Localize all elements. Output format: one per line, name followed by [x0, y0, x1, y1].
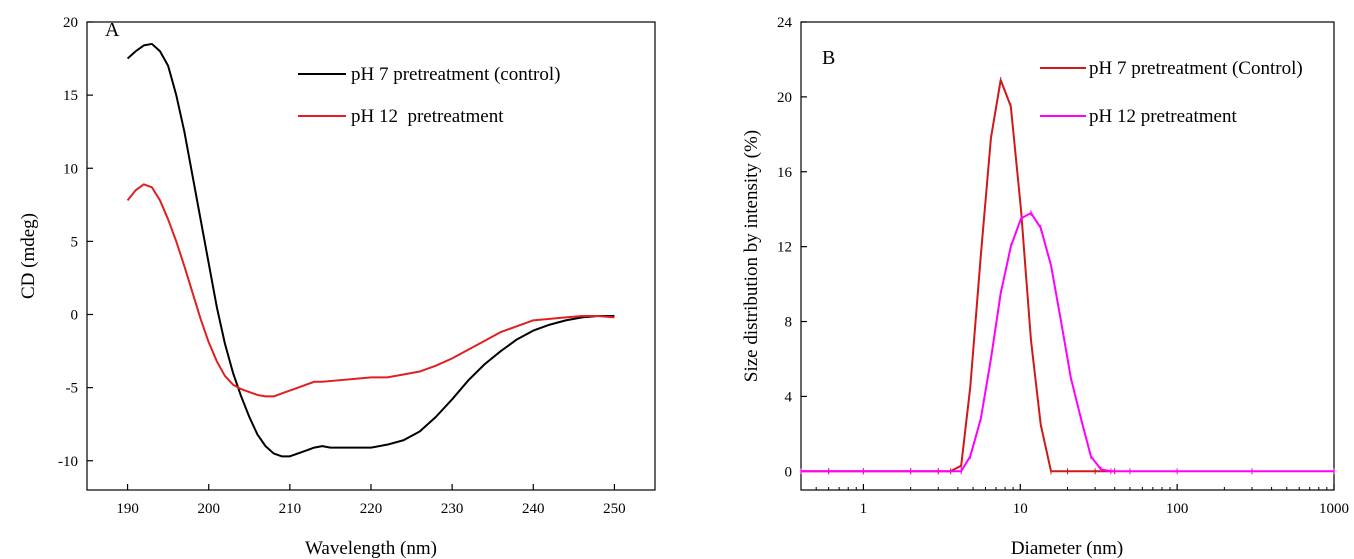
y-axis-label-a: CD (mdeg) — [18, 213, 39, 299]
series-group-b — [800, 77, 1335, 475]
x-tick-label-b: 100 — [1166, 501, 1189, 517]
plot-frame-b — [800, 21, 1335, 491]
y-ticks-b: 0 4 8 12 16 20 24 — [777, 15, 807, 480]
panel-label-b: B — [822, 47, 835, 69]
y-tick-label-b: 12 — [777, 240, 792, 256]
legend-label-b-control: pH 7 pretreatment (Control) — [1089, 58, 1303, 79]
y-tick-label-b: 24 — [777, 15, 793, 31]
legend-label-b-ph12: pH 12 pretreatment — [1089, 106, 1237, 127]
x-tick-label-a: 240 — [522, 501, 545, 517]
x-tick-label-a: 250 — [603, 501, 626, 517]
y-axis-label-b: Size distribution by intensity (%) — [741, 130, 762, 382]
x-tick-label-b: 10 — [1013, 501, 1028, 517]
y-ticks-a: -10 -5 0 5 10 15 20 — [58, 15, 93, 470]
y-tick-label-a: -5 — [66, 381, 79, 397]
y-tick-label-a: 0 — [71, 308, 79, 324]
x-axis-label-b: Diameter (nm) — [1011, 538, 1123, 559]
y-tick-label-b: 0 — [785, 464, 793, 480]
series-group-a — [126, 42, 615, 458]
x-axis-label-a: Wavelength (nm) — [305, 538, 437, 559]
chart-panel-a: A 190 200 210 220 230 240 250 -10 -5 0 5 10 15 20 pH… — [18, 15, 656, 559]
x-ticks-a: 190 200 210 220 230 240 250 — [116, 484, 626, 517]
panel-label-a: A — [105, 19, 120, 41]
y-tick-label-a: 5 — [71, 234, 79, 250]
chart-panel-b: B 1 10 100 1000 0 4 8 12 16 20 24 pH 7 pretreatme… — [741, 15, 1349, 559]
x-tick-label-a: 190 — [116, 501, 139, 517]
x-tick-label-a: 200 — [197, 501, 220, 517]
legend-label-a-control: pH 7 pretreatment (control) — [351, 64, 560, 85]
x-tick-label-a: 230 — [441, 501, 464, 517]
x-tick-label-a: 210 — [279, 501, 302, 517]
series-line-b-0 — [801, 79, 1115, 473]
y-tick-label-b: 4 — [785, 389, 793, 405]
y-tick-label-a: 20 — [63, 15, 78, 31]
y-tick-label-b: 16 — [777, 165, 793, 181]
y-tick-label-a: 15 — [63, 88, 78, 104]
x-tick-label-a: 220 — [360, 501, 383, 517]
legend-label-a-ph12: pH 12 pretreatment — [351, 106, 504, 127]
series-line-a-1 — [126, 183, 615, 398]
plot-frame-a — [86, 21, 656, 491]
y-tick-label-b: 20 — [777, 90, 792, 106]
y-tick-label-b: 8 — [785, 315, 793, 331]
x-tick-label-b: 1 — [860, 501, 868, 517]
series-line-b-1 — [801, 211, 1334, 473]
x-ticks-b: 1 10 100 1000 — [800, 484, 1349, 517]
x-tick-label-b: 1000 — [1319, 501, 1349, 517]
y-tick-label-a: -10 — [58, 454, 78, 470]
y-tick-label-a: 10 — [63, 161, 78, 177]
legend-a: pH 7 pretreatment (control) pH 12 pretre… — [298, 64, 560, 127]
series-line-a-0 — [126, 42, 615, 458]
legend-b: pH 7 pretreatment (Control) pH 12 pretre… — [1040, 58, 1303, 127]
